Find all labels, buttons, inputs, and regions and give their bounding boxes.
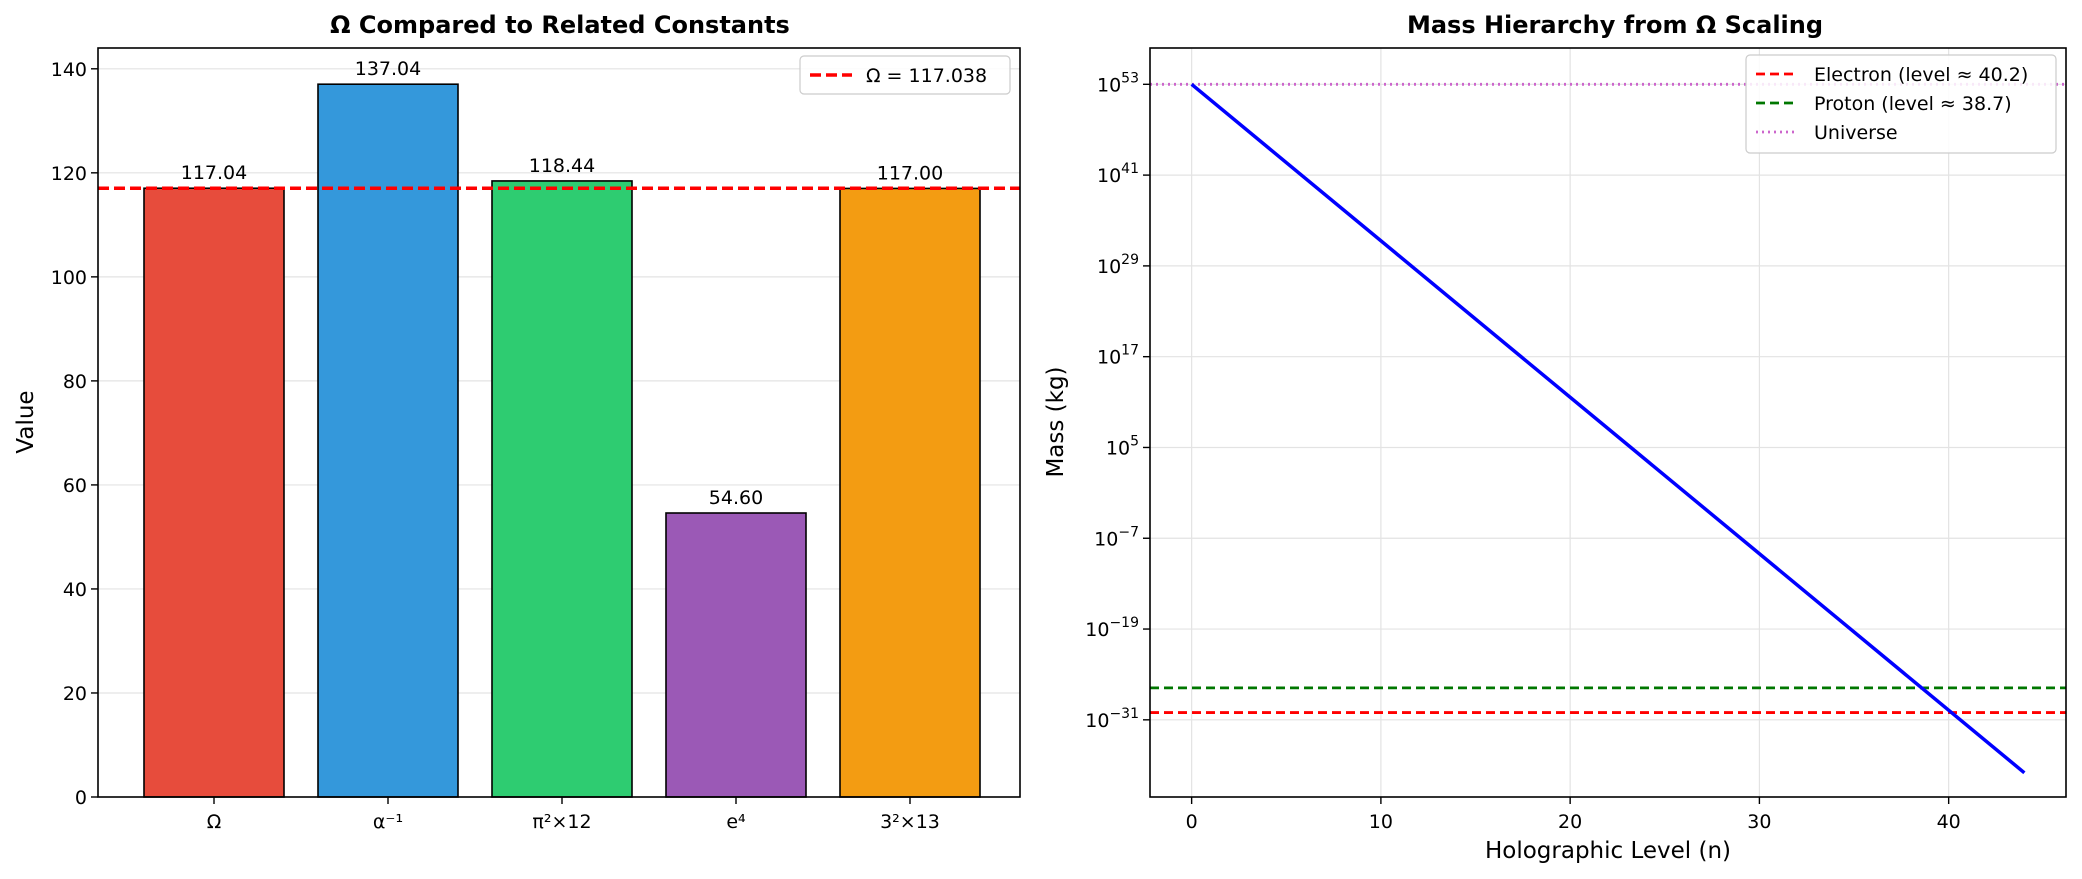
y-tick-label: 1053 [1097, 70, 1139, 96]
y-axis-label: Value [13, 390, 39, 453]
y-tick-label: 60 [63, 475, 87, 497]
bar [143, 187, 285, 798]
chart-title: Mass Hierarchy from Ω Scaling [1407, 11, 1823, 39]
bar [491, 180, 633, 798]
x-axis-label: Holographic Level (n) [1485, 838, 1731, 864]
bar-value-label: 137.04 [355, 58, 421, 80]
y-tick-label: 10−19 [1085, 615, 1139, 641]
y-tick-label: 10−31 [1085, 706, 1139, 732]
legend-label: Ω = 117.038 [866, 65, 987, 87]
bar-value-label: 118.44 [529, 155, 595, 177]
bar [665, 512, 807, 798]
x-tick-label: α⁻¹ [373, 811, 403, 833]
x-tick-label: 30 [1747, 811, 1771, 833]
legend: Ω = 117.038 [799, 55, 1011, 95]
legend-box [799, 55, 1011, 95]
y-axis-label: Mass (kg) [1043, 366, 1069, 477]
chart-title: Ω Compared to Related Constants [330, 11, 790, 39]
y-tick-label: 105 [1106, 433, 1139, 459]
line-chart: Mass Hierarchy from Ω Scaling 1053104110… [1043, 11, 2067, 864]
legend-box [1745, 54, 2057, 154]
bar [317, 83, 459, 798]
x-tick-label: Ω [207, 811, 222, 833]
x-tick-label: 3²×13 [880, 811, 940, 833]
legend-label: Universe [1814, 122, 1898, 144]
series [1190, 82, 2026, 775]
y-tick-label: 140 [51, 59, 87, 81]
x-ticks: 0 10 20 30 40 [1186, 797, 1961, 833]
legend-label: Electron (level ≈ 40.2) [1814, 64, 2028, 86]
legend: Electron (level ≈ 40.2) Proton (level ≈ 3… [1745, 54, 2057, 154]
x-tick-label: 20 [1558, 811, 1582, 833]
y-tick-label: 80 [63, 371, 87, 393]
bar-value-label: 117.00 [877, 162, 943, 184]
x-tick-label: π²×12 [532, 811, 591, 833]
bars [143, 83, 981, 798]
bar-chart: Ω Compared to Related Constants 117.04 13… [13, 11, 1021, 833]
y-tick-label: 0 [75, 787, 87, 809]
x-tick-label: 10 [1369, 811, 1393, 833]
bar-value-label: 117.04 [181, 162, 247, 184]
series-line [1190, 82, 2026, 775]
y-ticks: 1053 1041 1029 1017 105 10−7 10−19 10−31 [1085, 70, 1150, 732]
reference-lines [1150, 82, 2066, 714]
y-tick-label: 20 [63, 683, 87, 705]
y-tick-label: 100 [51, 267, 87, 289]
legend-label: Proton (level ≈ 38.7) [1814, 93, 2012, 115]
y-tick-label: 10−7 [1094, 524, 1139, 550]
plot-frame [97, 47, 1021, 798]
x-tick-label: 0 [1186, 811, 1198, 833]
y-ticks: 0 20 40 60 80 100 120 140 [51, 59, 98, 809]
bar-value-labels: 117.04 137.04 118.44 54.60 117.00 [181, 58, 943, 509]
grid [1150, 48, 2066, 797]
y-tick-label: 40 [63, 579, 87, 601]
plot-frame [1149, 47, 2067, 798]
x-tick-label: e⁴ [726, 811, 746, 833]
bar [839, 187, 981, 798]
y-tick-label: 1017 [1097, 343, 1139, 369]
x-tick-label: 40 [1937, 811, 1961, 833]
y-tick-label: 120 [51, 163, 87, 185]
y-tick-label: 1041 [1097, 161, 1139, 187]
bar-value-label: 54.60 [709, 487, 763, 509]
y-tick-label: 1029 [1097, 252, 1139, 278]
